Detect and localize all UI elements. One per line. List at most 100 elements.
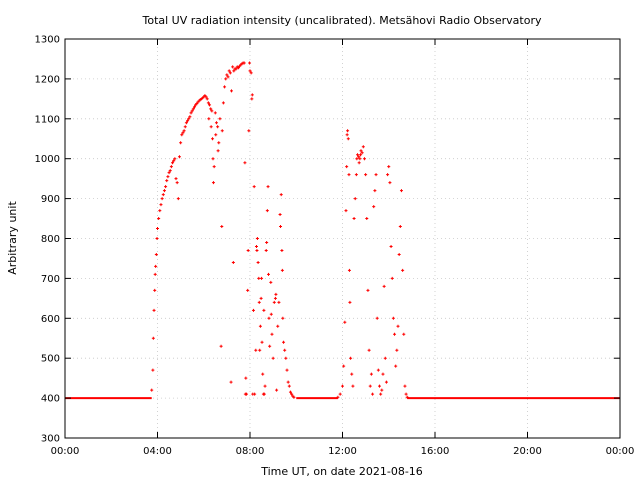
data-point (220, 129, 224, 133)
data-point (224, 77, 228, 81)
data-point (346, 129, 350, 133)
data-point (343, 320, 347, 324)
data-point (232, 69, 236, 73)
data-point (388, 181, 392, 185)
data-point (262, 392, 266, 396)
data-point (273, 296, 277, 300)
data-point (347, 268, 351, 272)
data-point (221, 101, 225, 105)
data-point (164, 185, 168, 189)
data-point (257, 300, 261, 304)
data-point (207, 117, 211, 121)
data-point (275, 388, 279, 392)
data-point (223, 85, 227, 89)
y-tick-label: 600 (41, 314, 60, 325)
data-point (260, 276, 264, 280)
data-point (366, 288, 370, 292)
data-point (229, 380, 233, 384)
data-point (179, 141, 183, 145)
data-point (151, 368, 155, 372)
data-point (173, 157, 177, 161)
data-point (277, 300, 281, 304)
y-tick-label: 400 (41, 394, 60, 405)
data-point (269, 280, 273, 284)
data-point (236, 66, 240, 70)
data-point (380, 388, 384, 392)
data-point (191, 107, 195, 111)
plot-area-border (64, 38, 621, 439)
data-point (401, 268, 405, 272)
data-point (242, 61, 246, 65)
data-point (177, 155, 181, 159)
data-point (276, 324, 280, 328)
data-point (354, 173, 358, 177)
data-point (404, 392, 408, 396)
data-point (391, 316, 395, 320)
data-point (266, 185, 270, 189)
y-tick-label: 1000 (35, 154, 60, 165)
data-point (186, 119, 190, 123)
data-point (150, 388, 154, 392)
data-point (153, 272, 157, 276)
data-point (367, 348, 371, 352)
data-point (365, 217, 369, 221)
data-point (267, 272, 270, 276)
data-point (152, 308, 156, 312)
chart-title: Total UV radiation intensity (uncalibrat… (142, 14, 542, 27)
data-point (353, 197, 357, 201)
data-point (369, 372, 373, 376)
data-point (292, 395, 296, 399)
data-point (259, 296, 263, 300)
data-point (245, 392, 249, 396)
data-point (383, 356, 387, 360)
data-point (279, 193, 283, 197)
data-point (288, 390, 292, 394)
data-point (290, 392, 294, 396)
data-point (193, 105, 196, 109)
data-point (282, 340, 286, 344)
data-point (244, 376, 248, 380)
y-tick-label: 800 (41, 234, 60, 245)
data-point (254, 348, 258, 352)
data-point (180, 133, 184, 137)
data-point (379, 392, 383, 396)
data-point (378, 384, 381, 388)
data-point (234, 67, 238, 71)
grid-lines (65, 39, 620, 438)
data-point (268, 344, 272, 348)
data-point (217, 141, 221, 145)
y-tick-label: 300 (41, 434, 60, 445)
data-point (255, 248, 259, 252)
y-axis-title: Arbitrary unit (6, 201, 19, 275)
data-point (184, 121, 188, 125)
data-point (182, 129, 186, 133)
data-point (342, 364, 346, 368)
data-point (389, 244, 393, 248)
data-point (205, 97, 209, 101)
data-point (157, 217, 161, 221)
x-axis-title: Time UT, on date 2021-08-16 (260, 465, 423, 478)
data-point (390, 276, 394, 280)
data-point (364, 173, 368, 177)
data-point (252, 185, 256, 189)
data-point (171, 161, 175, 165)
data-point (356, 153, 360, 157)
data-point (195, 102, 199, 106)
data-point (154, 264, 158, 268)
data-point (246, 248, 250, 252)
data-point (374, 173, 378, 177)
data-point (218, 117, 222, 121)
data-point (372, 205, 376, 209)
data-point (209, 107, 213, 111)
data-point (256, 260, 260, 264)
data-point (347, 173, 351, 177)
data-point (357, 161, 361, 165)
data-point (264, 248, 268, 252)
data-point (280, 248, 284, 252)
data-point (382, 284, 386, 288)
data-point (208, 103, 212, 107)
data-point (386, 173, 390, 177)
data-point (361, 145, 365, 149)
data-point (278, 213, 282, 217)
